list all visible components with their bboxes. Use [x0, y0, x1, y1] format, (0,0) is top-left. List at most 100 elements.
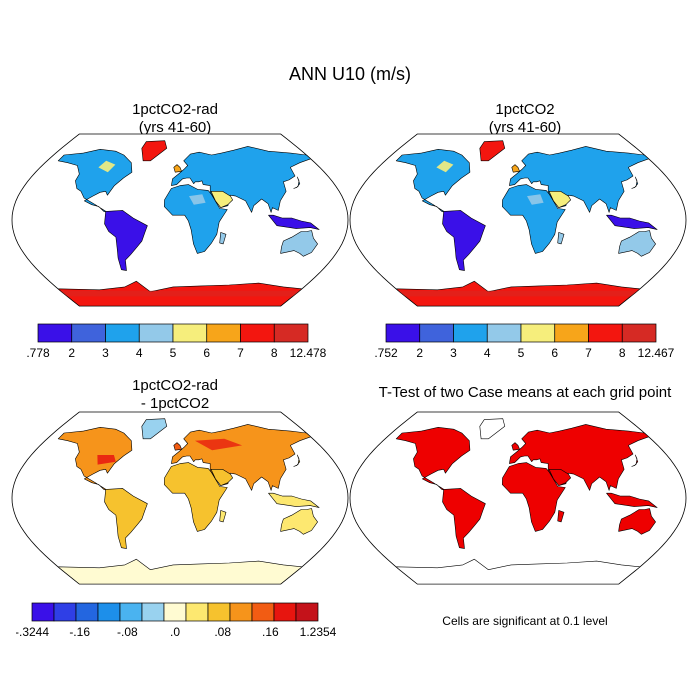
colorbar-tick-label: -.3244 — [16, 625, 49, 639]
colorbar-tick-label: .0 — [170, 625, 180, 639]
colorbar-swatch — [588, 323, 623, 343]
colorbar-tick-label: .752 — [374, 346, 398, 360]
map-control — [349, 133, 687, 307]
panel-title-line1: 1pctCO2-rad — [132, 101, 218, 118]
colorbar-tick-label: 6 — [551, 346, 558, 360]
panel-title-line2: (yrs 41-60) — [488, 119, 562, 136]
colorbar-control: .752 2 3 4 5 6 7 8 12.467 — [374, 323, 675, 360]
british-isles-landmass — [173, 164, 182, 173]
colorbar-tick-label: 3 — [450, 346, 457, 360]
colorbar-tick-label: 12.467 — [638, 346, 675, 360]
panel-title-ttest: T-Test of two Case means at each grid po… — [378, 384, 672, 401]
colorbar-tick-label: 2 — [416, 346, 423, 360]
colorbar-swatch — [141, 602, 165, 622]
arabia-landmass — [210, 191, 233, 208]
colorbar-swatch — [105, 323, 140, 343]
panel-title-control: 1pctCO2 (yrs 41-60) — [390, 101, 660, 137]
colorbar-swatch — [71, 323, 106, 343]
colorbar-tick-label: 4 — [484, 346, 491, 360]
colorbar-swatch — [172, 323, 208, 343]
africa-landmass — [164, 184, 228, 254]
southeast-asia-islands-landmass — [268, 214, 320, 230]
greenland-landmass — [141, 140, 168, 162]
japan-landmass — [631, 454, 639, 467]
colorbar-swatch — [554, 323, 589, 343]
madagascar-landmass — [557, 232, 565, 245]
colorbar-tick-label: .16 — [262, 625, 279, 639]
colorbar-swatch — [138, 323, 174, 343]
significance-note: Cells are significant at 0.1 level — [442, 614, 608, 628]
colorbar-swatch — [295, 602, 319, 622]
colorbar-tick-label: 2 — [68, 346, 75, 360]
colorbar-swatch — [185, 602, 209, 622]
south-america-landmass — [442, 210, 486, 271]
south-america-landmass — [104, 488, 148, 549]
colorbar-tick-label: .778 — [26, 346, 50, 360]
colorbar-swatch — [621, 323, 657, 343]
canada-moderate-wind-zone — [98, 160, 116, 173]
map-difference — [11, 411, 349, 585]
japan-landmass — [293, 176, 301, 189]
greenland-landmass — [479, 418, 506, 440]
colorbar-tick-label: 12.478 — [290, 346, 327, 360]
africa-landmass — [164, 462, 228, 532]
colorbar-tick-label: 4 — [136, 346, 143, 360]
southeast-asia-islands-landmass — [268, 492, 320, 508]
colorbar-tick-label: 6 — [203, 346, 210, 360]
colorbar-swatch — [119, 602, 143, 622]
panel-title-line2: (yrs 41-60) — [138, 119, 212, 136]
colorbar-swatch — [97, 602, 121, 622]
map-ttest — [349, 411, 687, 585]
arabia-landmass — [210, 469, 233, 486]
colorbar-swatch — [251, 602, 275, 622]
sahara-wind-zone — [527, 194, 544, 205]
eurasia-landmass — [509, 424, 649, 491]
colorbar-swatch — [229, 602, 253, 622]
colorbar-tick-label: 7 — [585, 346, 592, 360]
colorbar-tick-label: .08 — [214, 625, 231, 639]
panel-title-rad: 1pctCO2-rad (yrs 41-60) — [40, 101, 310, 137]
british-isles-landmass — [173, 442, 182, 451]
colorbar-difference: -.3244 -.16 -.08 .0 .08 .16 1.2354 — [16, 602, 336, 639]
greenland-landmass — [141, 418, 168, 440]
colorbar-tick-label: 8 — [619, 346, 626, 360]
colorbar-swatch — [207, 602, 231, 622]
japan-landmass — [631, 176, 639, 189]
madagascar-landmass — [219, 510, 227, 523]
madagascar-landmass — [557, 510, 565, 523]
figure-title: ANN U10 (m/s) — [288, 64, 411, 84]
africa-landmass — [502, 462, 566, 532]
colorbar-swatch — [37, 323, 73, 343]
antarctica-landmass — [57, 558, 303, 585]
colorbar-tick-label: 7 — [237, 346, 244, 360]
australia-landmass — [618, 508, 656, 535]
japan-landmass — [293, 454, 301, 467]
colorbar-swatch — [385, 323, 421, 343]
colorbar-swatch — [273, 602, 297, 622]
africa-landmass — [502, 184, 566, 254]
south-america-landmass — [104, 210, 148, 271]
colorbar-swatch — [453, 323, 488, 343]
colorbar-swatch — [486, 323, 522, 343]
eurasia-landmass — [509, 146, 649, 213]
australia-landmass — [280, 508, 318, 535]
colorbar-tick-label: 5 — [170, 346, 177, 360]
colorbar-swatch — [53, 602, 77, 622]
colorbar-tick-label: 1.2354 — [300, 625, 336, 639]
colorbar-swatch — [31, 602, 55, 622]
british-isles-landmass — [511, 164, 520, 173]
eurasia-landmass — [171, 146, 311, 213]
sahara-wind-zone — [189, 194, 206, 205]
arabia-landmass — [548, 191, 571, 208]
australia-landmass — [618, 230, 656, 257]
greenland-landmass — [479, 140, 506, 162]
canada-moderate-wind-zone — [436, 160, 454, 173]
panel-title-line1: 1pctCO2-rad — [132, 377, 218, 394]
north-america-landmass — [395, 427, 471, 491]
southeast-asia-islands-landmass — [606, 214, 658, 230]
colorbar-tick-label: 5 — [518, 346, 525, 360]
antarctica-landmass — [395, 558, 641, 585]
colorbar-swatch — [273, 323, 309, 343]
colorbar-tick-label: -.16 — [69, 625, 90, 639]
colorbar-swatch — [419, 323, 454, 343]
